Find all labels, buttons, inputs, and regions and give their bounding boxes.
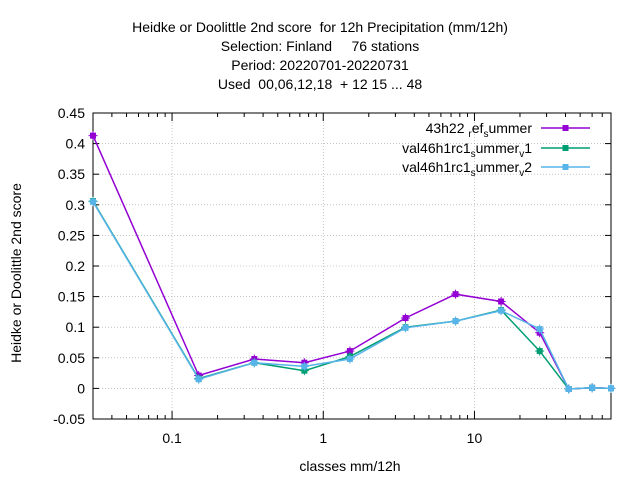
y-axis-label: Heidke or Doolittle 2nd score (8, 183, 24, 363)
series-layer (88, 131, 616, 394)
chart-title-line-4: Used 00,06,12,18 + 12 15 ... 48 (217, 76, 423, 92)
y-tick-label: 0.35 (58, 166, 85, 182)
y-tick-label: 0.2 (66, 258, 86, 274)
legend-marker (562, 145, 569, 151)
chart-title-line-3: Period: 20220701-20220731 (231, 57, 409, 73)
axes: -0.05 0 0.05 0.1 0.15 0.2 0.25 0.3 0.35 0.4 0.45 0.… (53, 105, 612, 446)
x-tick-label: 0.1 (162, 430, 182, 446)
y-tick-label: 0.3 (66, 197, 86, 213)
legend-marker (562, 164, 569, 170)
y-tick-label: 0.4 (66, 136, 86, 152)
legend-label: val46h1rc1summerv2 (402, 159, 532, 179)
x-tick-label: 1 (319, 430, 327, 446)
chart-title-line-1: Heidke or Doolittle 2nd score for 12h Pr… (132, 19, 508, 35)
legend: 43h22 refsummerval46h1rc1summerv1val46h1… (402, 120, 590, 179)
y-tick-label: 0.45 (58, 105, 85, 121)
y-tick-label: -0.05 (53, 411, 85, 427)
grid (93, 113, 611, 419)
y-tick-label: 0.15 (58, 289, 85, 305)
x-axis-label: classes mm/12h (299, 458, 400, 474)
y-tick-label: 0.25 (58, 227, 85, 243)
y-tick-label: 0.1 (66, 319, 86, 335)
legend-label: 43h22 refsummer (426, 120, 533, 140)
legend-label: val46h1rc1summerv1 (402, 140, 532, 160)
x-tick-label: 10 (467, 430, 483, 446)
plot-frame (92, 112, 612, 420)
y-tick-label: 0.05 (58, 350, 85, 366)
y-tick-label: 0 (77, 380, 85, 396)
chart-title-line-2: Selection: Finland 76 stations (220, 38, 420, 54)
legend-marker (562, 125, 569, 131)
